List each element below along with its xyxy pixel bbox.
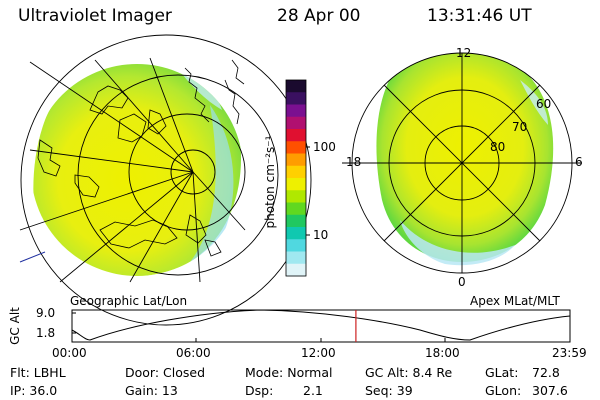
time-tick-0600: 06:00: [176, 346, 211, 360]
info-door: Door: Closed: [125, 365, 206, 380]
apex-label: Apex MLat/MLT: [470, 294, 560, 308]
info-dsp-value: 2.1: [303, 383, 323, 398]
info-glat-label: GLat:: [485, 365, 519, 380]
image-time: 13:31:46 UT: [427, 6, 532, 26]
colorbar-segment: [286, 92, 306, 106]
info-dsp-label: Dsp:: [245, 383, 274, 398]
info-glat-value: 72.8: [532, 365, 560, 380]
instrument-title: Ultraviolet Imager: [18, 6, 172, 26]
mlt-label-18: 18: [346, 155, 362, 169]
mlt-label-6: 6: [575, 155, 583, 169]
info-glon-value: 307.6: [532, 383, 568, 398]
altitude-curve: [71, 309, 571, 341]
alt-tick-9: 9.0: [36, 306, 56, 320]
time-tick-1200: 12:00: [301, 346, 336, 360]
colorbar-tick-100: 100: [313, 140, 336, 154]
right-emission-region: [376, 53, 554, 262]
geographic-map: [19, 34, 312, 326]
info-filter: Flt: LBHL: [10, 365, 66, 380]
colorbar-segment: [286, 104, 306, 118]
colorbar: [285, 79, 310, 277]
image-date: 28 Apr 00: [277, 6, 361, 26]
info-gain: Gain: 13: [125, 383, 178, 398]
mlt-label-12: 12: [456, 46, 472, 60]
time-tick-1800: 18:00: [425, 346, 460, 360]
info-glon-label: GLon:: [485, 383, 522, 398]
mlat-mlt-map: [342, 52, 582, 274]
colorbar-segment: [286, 263, 306, 277]
alt-tick-1-8: 1.8: [36, 326, 56, 340]
colorbar-segment: [286, 153, 306, 167]
colorbar-segment: [286, 165, 306, 179]
altitude-strip: [71, 309, 571, 343]
colorbar-unit-label: photon cm⁻²s⁻¹: [263, 135, 277, 229]
colorbar-segment: [286, 251, 306, 265]
info-gc-alt: GC Alt: 8.4 Re: [365, 365, 453, 380]
colorbar-segment: [286, 239, 306, 253]
left-emission-region: [33, 64, 241, 276]
colorbar-segment: [286, 116, 306, 130]
info-seq: Seq: 39: [365, 383, 413, 398]
time-tick-0000: 00:00: [52, 346, 87, 360]
info-mode: Mode: Normal: [245, 365, 333, 380]
colorbar-segment: [286, 202, 306, 216]
mlt-label-0: 0: [458, 275, 466, 289]
colorbar-segment: [286, 129, 306, 142]
colorbar-segment: [286, 227, 306, 240]
colorbar-tick-10: 10: [313, 228, 329, 242]
info-ip: IP: 36.0: [10, 383, 58, 398]
mlat-label-80: 80: [490, 140, 506, 154]
colorbar-segment: [286, 190, 306, 204]
colorbar-segment: [286, 141, 306, 155]
colorbar-segment: [286, 80, 306, 93]
colorbar-segment: [286, 214, 306, 228]
gc-alt-axis-label: GC Alt: [7, 307, 22, 345]
geographic-label: Geographic Lat/Lon: [70, 294, 188, 308]
colorbar-segment: [286, 178, 306, 191]
time-tick-2359: 23:59: [552, 346, 587, 360]
mlat-label-70: 70: [512, 120, 528, 134]
mlat-label-60: 60: [536, 97, 552, 111]
